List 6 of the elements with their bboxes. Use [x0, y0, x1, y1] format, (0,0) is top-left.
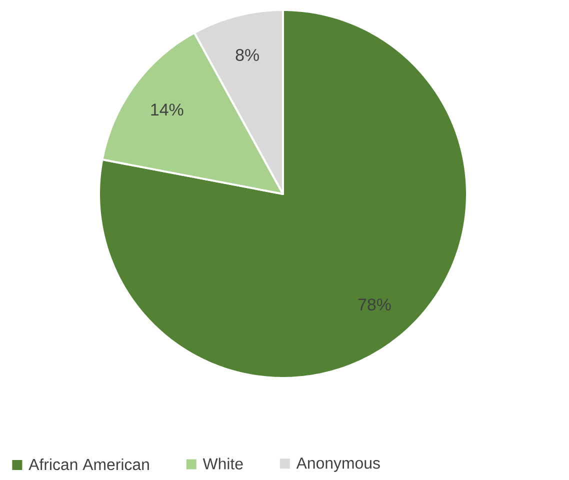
data-label: 8% — [236, 48, 259, 61]
legend-label: Anonymous — [296, 458, 380, 472]
data-label: 14% — [151, 104, 184, 116]
data-label: 78% — [358, 298, 391, 311]
legend-label: African American — [28, 458, 149, 470]
legend-label: White — [202, 458, 243, 470]
